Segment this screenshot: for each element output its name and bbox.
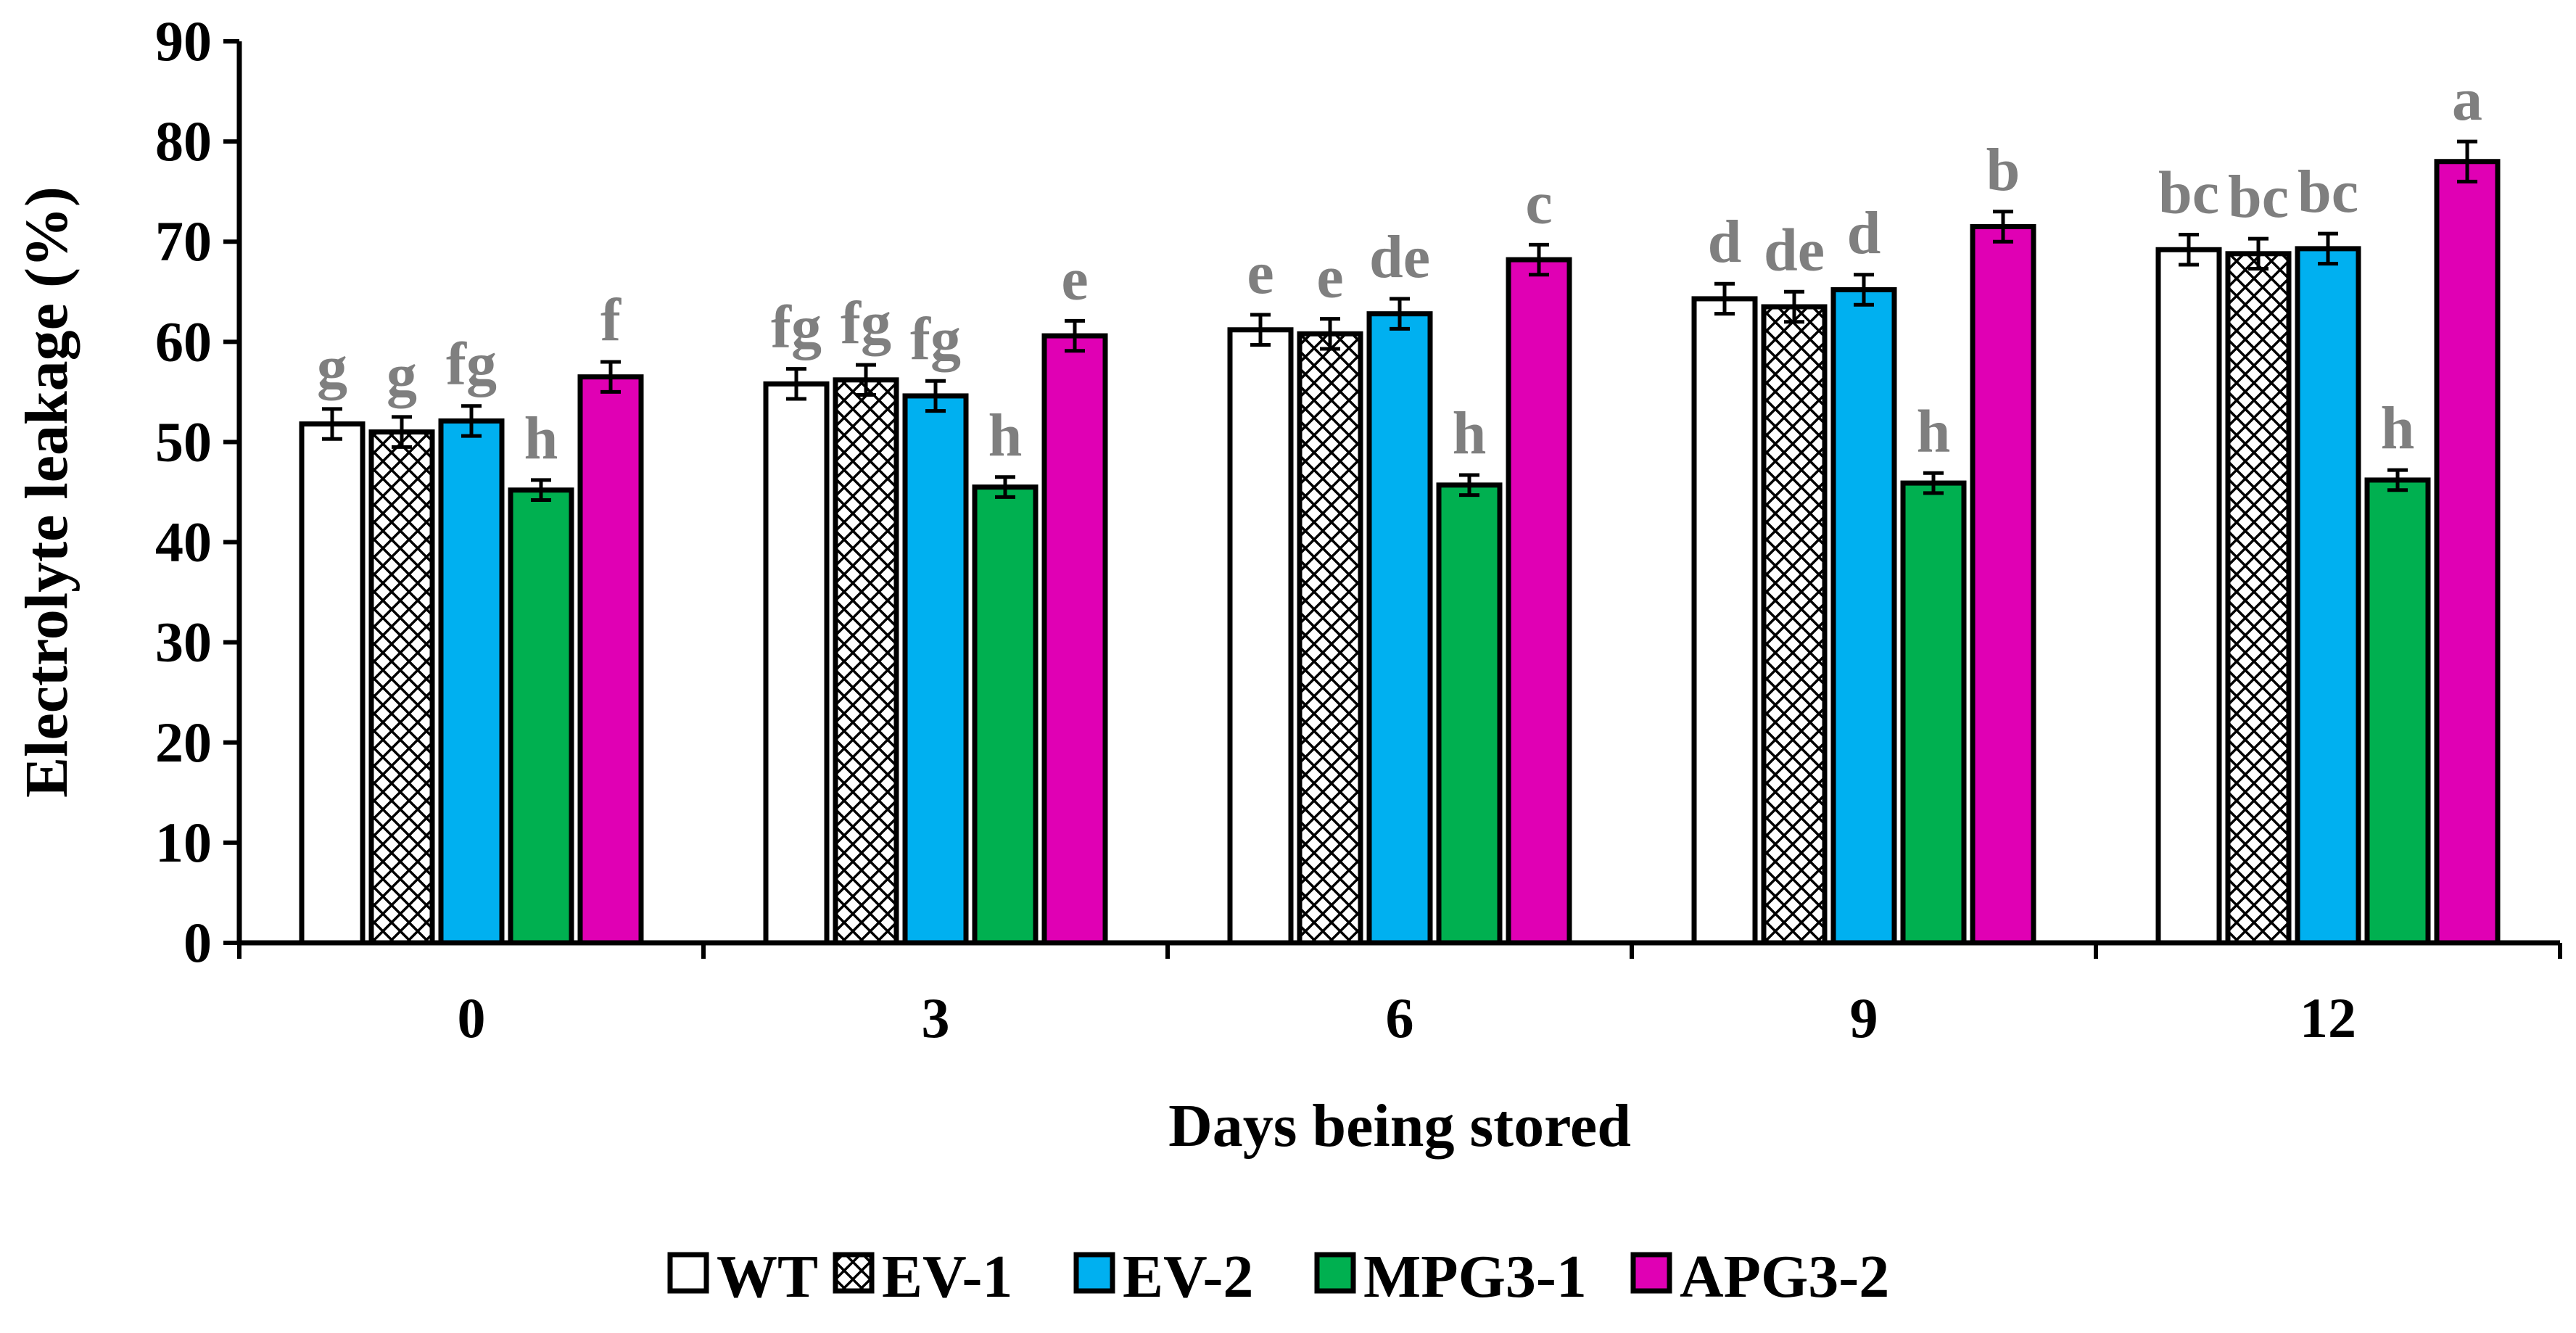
significance-letter: a — [2452, 66, 2482, 133]
bar-ev-1-day-6 — [1297, 331, 1363, 946]
y-tick-label: 80 — [155, 110, 212, 173]
y-tick-label: 0 — [183, 911, 212, 974]
significance-letter: h — [524, 405, 558, 472]
significance-letter: e — [1316, 244, 1343, 311]
legend-swatch-wt — [667, 1252, 709, 1294]
bar-wt-day-0 — [299, 421, 366, 946]
significance-letter: f — [600, 286, 622, 354]
significance-letter: h — [988, 402, 1023, 469]
y-tick-label: 30 — [155, 611, 212, 674]
bar-apg3-2-day-9 — [1970, 224, 2036, 946]
y-tick-label: 40 — [155, 511, 212, 574]
legend-swatch-apg3-2 — [1630, 1252, 1672, 1294]
significance-letter: e — [1061, 245, 1088, 313]
y-tick-label: 70 — [155, 210, 212, 273]
y-tick-label: 90 — [155, 9, 212, 73]
significance-letter: fg — [910, 305, 961, 373]
legend-swatch-ev-2 — [1073, 1252, 1115, 1294]
significance-letter: fg — [841, 289, 891, 357]
bar-ev-2-day-9 — [1830, 287, 1897, 946]
bar-mpg3-1-day-0 — [508, 487, 574, 946]
bar-mpg3-1-day-6 — [1436, 482, 1503, 946]
bar-ev-2-day-12 — [2295, 246, 2361, 946]
significance-letter: bc — [2298, 158, 2358, 226]
legend-label-ev-2: EV-2 — [1123, 1243, 1253, 1311]
legend-swatch-mpg3-1 — [1314, 1252, 1356, 1294]
bar-ev-1-day-9 — [1761, 304, 1828, 946]
legend-label-apg3-2: APG3-2 — [1680, 1243, 1889, 1311]
legend-label-wt: WT — [717, 1243, 818, 1311]
significance-letter: g — [317, 334, 347, 401]
y-axis-title: Electrolyte leakage (%) — [13, 186, 80, 798]
x-tick-label: 0 — [458, 986, 486, 1049]
x-axis-title: Days being stored — [1168, 1092, 1631, 1160]
bar-apg3-2-day-3 — [1041, 333, 1108, 946]
bar-ev-1-day-0 — [368, 429, 435, 946]
significance-letter: fg — [446, 331, 497, 398]
bars — [299, 139, 2501, 946]
bar-mpg3-1-day-9 — [1900, 480, 1967, 946]
significance-letter: bc — [2158, 160, 2219, 227]
significance-letter: d — [1847, 199, 1881, 267]
significance-letter: de — [1764, 216, 1825, 284]
bar-wt-day-9 — [1691, 296, 1758, 946]
x-tick-label: 12 — [2300, 986, 2356, 1049]
significance-letter: e — [1247, 239, 1273, 307]
legend-swatch-ev-1 — [833, 1252, 875, 1294]
y-tick-label: 20 — [155, 711, 212, 774]
legend-label-mpg3-1: MPG3-1 — [1363, 1243, 1587, 1311]
significance-letter: bc — [2228, 163, 2289, 231]
significance-letter: h — [1453, 400, 1487, 467]
significance-letter: h — [2381, 395, 2415, 462]
legend: WT EV-1 EV-2 MPG3-1 APG3-2 — [667, 1243, 1889, 1311]
bar-wt-day-12 — [2155, 247, 2222, 946]
bar-apg3-2-day-6 — [1506, 257, 1572, 946]
significance-letter: de — [1369, 223, 1430, 291]
x-tick-label: 9 — [1850, 986, 1878, 1049]
bar-mpg3-1-day-12 — [2364, 477, 2431, 946]
y-tick-label: 50 — [155, 410, 212, 473]
x-tick-label: 3 — [922, 986, 950, 1049]
bar-ev-2-day-0 — [438, 418, 505, 946]
y-tick-label: 10 — [155, 811, 212, 874]
legend-label-ev-1: EV-1 — [882, 1243, 1012, 1311]
significance-letter: fg — [771, 294, 822, 361]
bar-wt-day-3 — [763, 381, 830, 946]
significance-letter: d — [1708, 208, 1742, 276]
significance-letter: g — [387, 342, 417, 409]
y-tick-label: 60 — [155, 310, 212, 373]
significance-letter: h — [1917, 397, 1951, 465]
bar-apg3-2-day-12 — [2434, 159, 2501, 946]
bar-wt-day-6 — [1227, 327, 1294, 946]
bar-ev-1-day-12 — [2225, 251, 2292, 946]
x-tick-label: 6 — [1386, 986, 1414, 1049]
significance-letter: c — [1525, 169, 1552, 236]
significance-letter: b — [1986, 136, 2020, 204]
bar-mpg3-1-day-3 — [972, 484, 1039, 946]
bar-apg3-2-day-0 — [577, 374, 644, 946]
bar-ev-1-day-3 — [833, 377, 899, 946]
bar-ev-2-day-3 — [902, 393, 969, 946]
bar-ev-2-day-6 — [1366, 311, 1433, 946]
